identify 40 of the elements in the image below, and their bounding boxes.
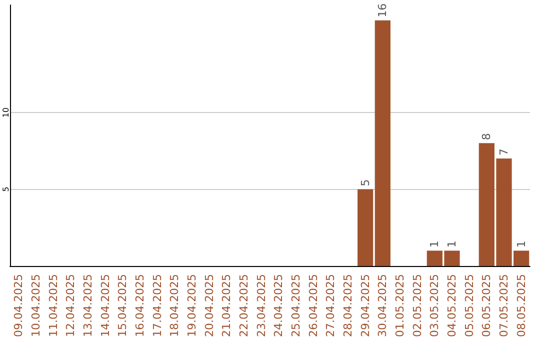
x-tick-label: 17.04.2025 — [150, 274, 164, 338]
data-label: 1 — [446, 240, 458, 248]
x-tick-label: 25.04.2025 — [290, 274, 302, 338]
x-tick-label: 26.04.2025 — [306, 274, 320, 338]
x-tick-label: 06.05.2025 — [480, 274, 494, 338]
x-tick-label: 30.04.2025 — [376, 274, 390, 338]
x-tick-label: 23.04.2025 — [254, 274, 268, 338]
x-tick-label: 18.04.2025 — [168, 274, 182, 338]
x-tick-label: 01.05.2025 — [394, 274, 406, 338]
x-tick-label: 07.05.2025 — [498, 274, 510, 338]
data-label: 1 — [514, 240, 528, 248]
x-tick-label: 27.04.2025 — [324, 274, 338, 338]
x-tick-label: 09.04.2025 — [12, 274, 26, 338]
x-tick-label: 29.04.2025 — [358, 274, 372, 338]
x-tick-label: 22.04.2025 — [238, 274, 250, 338]
x-tick-label: 16.04.2025 — [134, 274, 146, 338]
x-tick-label: 05.05.2025 — [462, 274, 476, 338]
x-tick-label: 28.04.2025 — [342, 274, 354, 338]
y-tick-label: 10 — [2, 107, 10, 118]
x-tick-label: 15.04.2025 — [116, 274, 130, 338]
x-tick-label: 13.04.2025 — [82, 274, 94, 338]
data-label: 16 — [376, 3, 390, 18]
x-tick-label: 12.04.2025 — [64, 274, 78, 338]
bar — [358, 189, 374, 266]
data-label: 8 — [480, 133, 494, 140]
x-tick-label: 19.04.2025 — [186, 274, 198, 338]
x-tick-label: 02.05.2025 — [410, 274, 424, 338]
x-tick-label: 10.04.2025 — [30, 274, 42, 338]
x-tick-label: 11.04.2025 — [46, 274, 60, 338]
x-tick-label: 14.04.2025 — [98, 274, 112, 338]
x-tick-label: 21.04.2025 — [220, 274, 234, 338]
data-label: 7 — [498, 148, 510, 156]
x-tick-label: 24.04.2025 — [272, 274, 286, 338]
bar — [374, 20, 390, 266]
data-label: 1 — [428, 240, 442, 248]
x-tick-label: 20.04.2025 — [202, 274, 216, 338]
data-label: 5 — [358, 179, 372, 186]
x-tick-label: 08.05.2025 — [514, 274, 528, 338]
x-tick-label: 04.05.2025 — [446, 274, 458, 338]
x-tick-label: 03.05.2025 — [428, 274, 442, 338]
